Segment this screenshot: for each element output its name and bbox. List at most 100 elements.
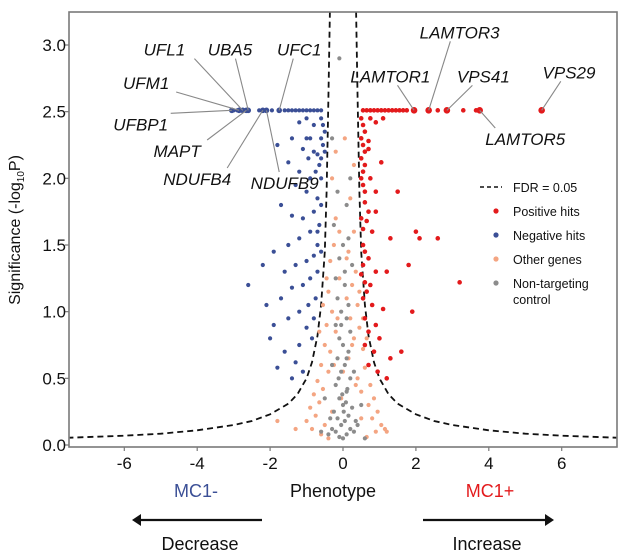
point-negative <box>311 209 316 214</box>
x-tick-label: 6 <box>557 454 566 473</box>
point-other <box>350 282 355 288</box>
point-negative <box>304 136 309 141</box>
point-other <box>348 196 353 201</box>
point-negative <box>313 169 318 174</box>
point-negative <box>308 229 313 234</box>
point-other <box>333 216 338 221</box>
point-negative <box>282 269 287 274</box>
point-control <box>348 426 353 432</box>
point-positive <box>358 116 364 121</box>
point-control <box>353 418 358 424</box>
point-other <box>357 289 362 294</box>
gene-label-mapt: MAPT <box>154 142 203 161</box>
leader-line-lamtor3 <box>428 41 451 111</box>
point-positive <box>409 309 415 314</box>
point-negative <box>319 116 324 121</box>
point-other <box>351 336 357 341</box>
point-positive <box>369 229 375 234</box>
point-other <box>317 400 322 405</box>
point-positive <box>362 200 368 205</box>
legend-label-negative: Negative hits <box>513 229 585 243</box>
point-positive <box>366 362 371 368</box>
decrease-label: Decrease <box>161 534 238 554</box>
point-other <box>329 309 335 314</box>
point-negative <box>293 262 298 268</box>
point-control <box>329 362 335 368</box>
point-positive <box>380 306 386 312</box>
point-control <box>348 176 353 181</box>
x-tick-label: -4 <box>190 454 205 473</box>
point-other <box>331 242 336 248</box>
leader-line-ufc1 <box>278 58 294 111</box>
leader-line-ufm1 <box>176 91 240 111</box>
point-control <box>337 434 342 440</box>
point-control <box>335 416 340 421</box>
point-control <box>336 376 341 381</box>
x-axis-label: Phenotype <box>290 481 376 501</box>
point-negative <box>300 146 306 152</box>
leader-line-lamtor1 <box>397 85 415 111</box>
point-negative <box>286 242 291 248</box>
point-negative <box>289 285 295 290</box>
point-negative <box>297 108 302 113</box>
point-positive <box>366 329 371 334</box>
point-negative <box>319 136 324 141</box>
point-other <box>370 416 375 421</box>
point-other <box>326 436 331 441</box>
legend: FDR = 0.05 Positive hits Negative hits Othe… <box>480 181 589 307</box>
point-negative <box>315 269 320 274</box>
point-control <box>350 262 355 268</box>
x-tick-label: -6 <box>117 454 132 473</box>
point-negative <box>309 336 315 341</box>
point-control <box>346 349 351 354</box>
point-negative <box>268 336 273 341</box>
point-other <box>348 316 353 321</box>
point-positive <box>360 262 366 268</box>
point-negative <box>304 116 309 121</box>
point-negative <box>319 108 324 113</box>
y-tick-label: 3.0 <box>42 36 66 55</box>
gene-label-ufm1: UFM1 <box>123 74 169 93</box>
point-control <box>333 322 338 328</box>
point-negative <box>313 296 318 301</box>
x-tick-label: 0 <box>338 454 347 473</box>
point-other <box>351 162 357 168</box>
point-positive <box>388 356 393 361</box>
point-negative <box>260 262 265 268</box>
point-negative <box>308 136 313 141</box>
point-positive <box>375 108 380 113</box>
point-positive <box>373 120 379 125</box>
y-axis-label-sub: 10 <box>16 171 27 183</box>
point-negative <box>322 129 327 134</box>
point-control <box>348 376 353 381</box>
point-control <box>343 400 349 405</box>
point-control <box>351 369 357 374</box>
point-other <box>373 429 378 434</box>
point-positive <box>360 242 366 248</box>
point-control <box>337 396 342 401</box>
point-negative <box>275 142 280 148</box>
point-other <box>328 349 333 354</box>
point-negative <box>308 276 313 281</box>
point-other <box>344 296 349 301</box>
point-control <box>339 369 344 374</box>
point-other <box>346 249 351 254</box>
point-control <box>346 302 351 308</box>
point-negative <box>315 152 320 157</box>
point-other <box>337 229 342 234</box>
point-negative <box>286 316 291 321</box>
point-other <box>309 426 315 432</box>
point-other <box>360 346 366 352</box>
point-positive <box>360 296 366 301</box>
point-positive <box>399 349 404 354</box>
point-negative <box>300 216 306 221</box>
point-other <box>324 276 329 281</box>
point-positive <box>368 116 373 121</box>
point-negative <box>320 142 326 148</box>
point-control <box>341 409 346 414</box>
gene-label-lamtor3: LAMTOR3 <box>420 23 501 42</box>
point-other <box>308 405 313 410</box>
y-axis-label: Significance (-log10P) <box>7 155 27 305</box>
point-other <box>350 342 355 348</box>
